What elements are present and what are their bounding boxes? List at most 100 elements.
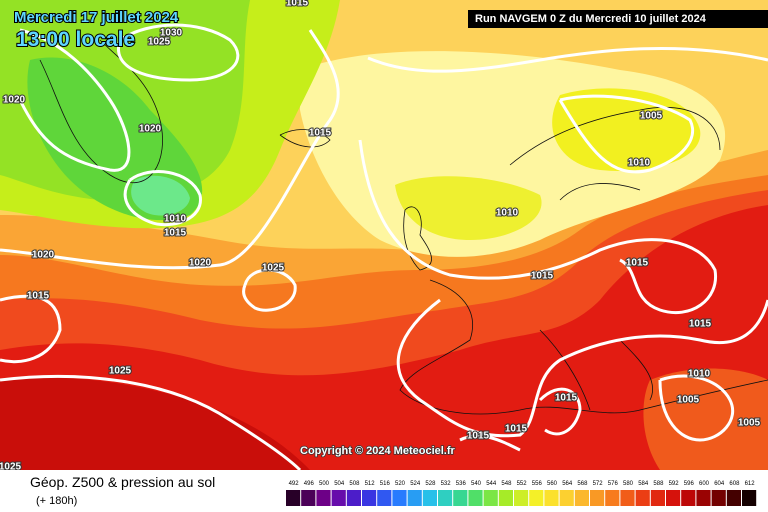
forecast-date: Mercredi 17 juillet 2024 — [14, 9, 179, 26]
isobar-label: 1020 — [189, 258, 212, 269]
isobar-label: 1005 — [738, 418, 761, 429]
scale-swatch — [392, 490, 407, 506]
scale-label: 516 — [380, 481, 391, 487]
scale-label: 520 — [395, 481, 406, 487]
scale-swatch — [620, 490, 635, 506]
copyright: Copyright © 2024 Meteociel.fr — [300, 445, 456, 457]
scale-swatch — [453, 490, 468, 506]
scale-label: 500 — [319, 481, 330, 487]
scale-label: 604 — [714, 481, 725, 487]
scale-label: 588 — [653, 481, 664, 487]
scale-swatch — [286, 490, 301, 506]
scale-label: 504 — [334, 481, 345, 487]
scale-swatch — [514, 490, 529, 506]
isobar-label: 1025 — [109, 366, 132, 377]
scale-label: 512 — [365, 481, 376, 487]
isobar-label: 1015 — [27, 291, 50, 302]
scale-swatch — [316, 490, 331, 506]
isobar-label: 1015 — [309, 128, 332, 139]
isobar-label: 1030 — [160, 28, 183, 39]
isobar-label: 1015 — [531, 271, 554, 282]
scale-label: 548 — [501, 481, 512, 487]
isobar-label: 1010 — [164, 214, 187, 225]
scale-swatch — [559, 490, 574, 506]
scale-swatch — [331, 490, 346, 506]
scale-label: 508 — [349, 481, 360, 487]
scale-swatch — [529, 490, 544, 506]
scale-swatch — [681, 490, 696, 506]
isobar-label: 1015 — [467, 431, 490, 442]
scale-swatch — [301, 490, 316, 506]
isobar-label: 1020 — [32, 250, 55, 261]
scale-swatch — [635, 490, 650, 506]
scale-label: 564 — [562, 481, 573, 487]
scale-swatch — [483, 490, 498, 506]
isobar-label: 1020 — [3, 95, 26, 106]
scale-label: 576 — [608, 481, 619, 487]
scale-label: 584 — [638, 481, 649, 487]
isobar-label: 1015 — [286, 0, 309, 9]
scale-label: 572 — [593, 481, 604, 487]
scale-swatch — [590, 490, 605, 506]
scale-label: 524 — [410, 481, 421, 487]
forecast-time: 13:00 locale — [16, 28, 135, 51]
scale-swatch — [605, 490, 620, 506]
isobar-label: 1015 — [505, 424, 528, 435]
scale-label: 600 — [699, 481, 710, 487]
isobar-label: 1010 — [496, 208, 519, 219]
coastlines — [39, 39, 768, 415]
scale-label: 596 — [684, 481, 695, 487]
scale-label: 612 — [745, 481, 756, 487]
scale-swatch — [468, 490, 483, 506]
scale-label: 560 — [547, 481, 558, 487]
legend-title: Géop. Z500 & pression au sol — [30, 474, 215, 490]
scale-swatch — [711, 490, 726, 506]
scale-label: 532 — [441, 481, 452, 487]
isobar-label: 1005 — [640, 111, 663, 122]
isobar-label: 1020 — [139, 124, 162, 135]
isobar-label: 1015 — [689, 319, 712, 330]
scale-label: 528 — [425, 481, 436, 487]
isobar-label: 1015 — [626, 258, 649, 269]
scale-label: 492 — [289, 481, 300, 487]
scale-label: 556 — [532, 481, 543, 487]
scale-swatch — [346, 490, 361, 506]
scale-swatch — [726, 490, 741, 506]
isobar-label: 1015 — [555, 393, 578, 404]
isobar-label: 1015 — [164, 228, 187, 239]
scale-swatch — [407, 490, 422, 506]
scale-label: 592 — [669, 481, 680, 487]
scale-label: 540 — [471, 481, 482, 487]
scale-label: 568 — [577, 481, 588, 487]
scale-label: 544 — [486, 481, 497, 487]
isobar-label: 1025 — [262, 263, 285, 274]
scale-swatch — [696, 490, 711, 506]
scale-swatch — [422, 490, 437, 506]
isobar-label: 1005 — [677, 395, 700, 406]
scale-swatch — [362, 490, 377, 506]
scale-swatch — [742, 490, 757, 506]
background-field — [0, 0, 768, 470]
scale-swatch — [498, 490, 513, 506]
isobar-label: 1025 — [148, 37, 171, 48]
scale-swatch — [574, 490, 589, 506]
scale-swatch — [666, 490, 681, 506]
isobar-label: 1010 — [688, 369, 711, 380]
isobar-label: 1010 — [628, 158, 651, 169]
run-info: Run NAVGEM 0 Z du Mercredi 10 juillet 20… — [475, 13, 707, 25]
scale-swatch — [377, 490, 392, 506]
scale-label: 608 — [729, 481, 740, 487]
scale-swatch — [438, 490, 453, 506]
legend-subtitle: (+ 180h) — [36, 495, 77, 507]
scale-label: 552 — [517, 481, 528, 487]
scale-label: 536 — [456, 481, 467, 487]
color-scale: 492 496 500 504 508 512 516 520 524 528 532 536 540 5… — [286, 481, 757, 506]
isobars — [0, 23, 768, 472]
scale-swatch — [650, 490, 665, 506]
scale-label: 580 — [623, 481, 634, 487]
run-box — [468, 10, 768, 28]
scale-label: 496 — [304, 481, 315, 487]
scale-swatch — [544, 490, 559, 506]
